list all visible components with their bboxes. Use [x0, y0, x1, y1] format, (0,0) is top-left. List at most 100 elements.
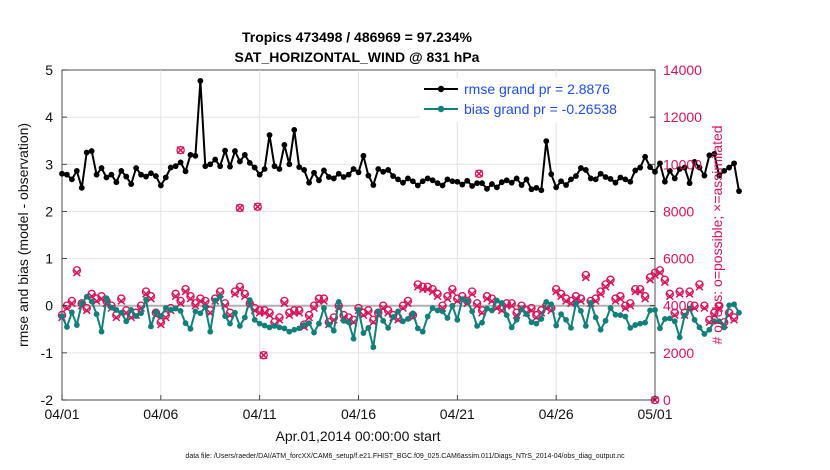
- obs-assimilated-marker: [448, 287, 457, 296]
- rmse-point: [335, 170, 342, 177]
- bias-point: [508, 324, 515, 331]
- bias-point: [306, 320, 312, 327]
- bias-point: [360, 330, 367, 336]
- rmse-point: [177, 159, 184, 166]
- bias-point: [217, 293, 224, 300]
- bias-point: [251, 316, 258, 323]
- rmse-point: [661, 178, 668, 185]
- bias-point: [59, 313, 65, 319]
- bias-point: [187, 325, 194, 332]
- rmse-point: [133, 165, 140, 171]
- rmse-point: [711, 151, 718, 157]
- bias-point: [414, 325, 421, 332]
- y-axis-right-label: # of obs: o=possible; ×=assimilated: [709, 125, 725, 344]
- rmse-point: [385, 167, 392, 173]
- obs-possible-marker: [474, 169, 484, 178]
- chart-title-line1: Tropics 473498 / 486969 = 97.234%: [242, 29, 473, 45]
- obs-assimilated-marker: [67, 299, 76, 308]
- bias-point: [607, 305, 614, 311]
- bias-point: [78, 300, 85, 307]
- rmse-point: [152, 173, 159, 179]
- rmse-point: [454, 178, 461, 185]
- bias-point: [167, 307, 174, 313]
- bias-point: [98, 328, 105, 335]
- obs-possible-marker: [551, 284, 561, 294]
- obs-assimilated-marker: [423, 285, 432, 294]
- rmse-point: [617, 174, 624, 181]
- rmse-point: [330, 175, 337, 182]
- bias-point: [222, 313, 228, 319]
- obs-assimilated-marker: [695, 282, 704, 291]
- bias-point: [241, 314, 248, 321]
- bias-point: [113, 307, 120, 313]
- x-tick-label: 04/21: [440, 406, 475, 422]
- obs-possible-marker: [304, 310, 314, 320]
- obs-possible-marker: [186, 292, 195, 301]
- rmse-point: [706, 152, 713, 159]
- obs-assimilated-marker: [581, 273, 590, 282]
- rmse-point: [286, 161, 293, 168]
- bias-point: [582, 323, 589, 329]
- obs-assimilated-marker: [730, 315, 738, 324]
- rmse-point: [64, 171, 70, 178]
- axis-ticks: 04/01 04/06 04/11 04/16 04/21 04/26 05/01 -2 -1 0…: [41, 62, 703, 422]
- bias-point: [676, 334, 683, 341]
- rmse-point: [148, 170, 154, 177]
- bias-point: [266, 324, 273, 331]
- y-tick-right-label: 6000: [663, 251, 694, 267]
- x-tick-label: 04/26: [539, 406, 574, 422]
- obs-possible-marker: [235, 203, 245, 213]
- rmse-point: [128, 181, 135, 187]
- bias-point: [316, 320, 322, 327]
- rmse-point: [701, 172, 708, 179]
- rmse-point: [167, 164, 174, 171]
- bias-point: [691, 316, 698, 323]
- obs-possible-marker: [695, 280, 704, 289]
- bias-point: [182, 320, 189, 327]
- bias-point: [286, 328, 293, 335]
- rmse-point: [241, 151, 248, 158]
- bias-point: [449, 302, 456, 309]
- bias-point: [301, 322, 308, 328]
- bias-point: [409, 310, 416, 317]
- bias-point: [291, 326, 298, 333]
- bias-point: [237, 323, 243, 329]
- obs-possible-marker: [443, 292, 452, 301]
- rmse-point: [676, 166, 683, 172]
- rmse-point: [548, 171, 555, 178]
- bias-point: [246, 297, 253, 303]
- obs-assimilated-marker: [616, 294, 625, 303]
- bias-point: [489, 307, 495, 314]
- bias-point: [157, 313, 164, 319]
- obs-possible-marker: [265, 308, 274, 318]
- bias-point: [459, 296, 466, 303]
- obs-possible-marker: [675, 287, 684, 296]
- bias-point: [469, 308, 476, 315]
- rmse-point: [429, 177, 436, 184]
- bias-point: [498, 299, 505, 306]
- rmse-point: [365, 172, 372, 179]
- obs-assimilated-marker: [611, 297, 620, 305]
- bias-point: [400, 318, 406, 325]
- obs-assimilated-marker: [690, 304, 699, 313]
- rmse-point: [157, 182, 164, 189]
- bias-point: [587, 299, 594, 306]
- bias-point: [88, 298, 95, 305]
- bias-point: [563, 316, 569, 323]
- rmse-point: [380, 168, 387, 175]
- rmse-point: [686, 180, 693, 187]
- obs-assimilated-marker: [265, 311, 274, 320]
- legend: rmse grand pr = 2.8876 bias grand pr = -…: [420, 78, 648, 122]
- rmse-point: [68, 176, 75, 183]
- obs-assimilated-marker: [562, 297, 570, 305]
- rmse-point: [271, 163, 278, 170]
- rmse-point: [370, 182, 377, 188]
- obs-assimilated-marker: [487, 297, 496, 305]
- bias-point: [123, 318, 130, 325]
- obs-assimilated-marker: [651, 271, 659, 280]
- rmse-point: [419, 178, 426, 185]
- rmse-point: [256, 171, 263, 178]
- bias-point: [454, 316, 461, 323]
- bias-point: [138, 310, 144, 317]
- obs-possible-marker: [690, 301, 699, 310]
